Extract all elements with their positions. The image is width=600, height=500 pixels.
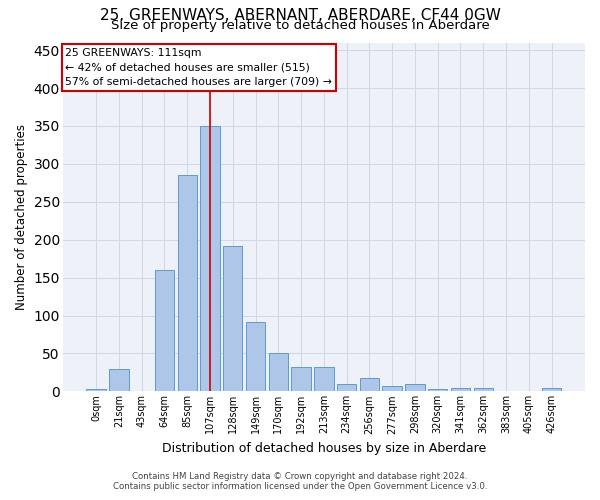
Text: 25, GREENWAYS, ABERNANT, ABERDARE, CF44 0GW: 25, GREENWAYS, ABERNANT, ABERDARE, CF44 … bbox=[100, 8, 500, 22]
Bar bbox=[473, 388, 493, 392]
Text: 25 GREENWAYS: 111sqm
← 42% of detached houses are smaller (515)
57% of semi-deta: 25 GREENWAYS: 111sqm ← 42% of detached h… bbox=[65, 48, 332, 88]
Bar bbox=[496, 390, 516, 392]
Bar bbox=[542, 388, 561, 392]
Bar bbox=[292, 367, 311, 392]
Bar bbox=[519, 390, 538, 392]
Text: Contains HM Land Registry data © Crown copyright and database right 2024.
Contai: Contains HM Land Registry data © Crown c… bbox=[113, 472, 487, 491]
Bar bbox=[314, 367, 334, 392]
Bar bbox=[451, 388, 470, 392]
Bar bbox=[200, 126, 220, 392]
Y-axis label: Number of detached properties: Number of detached properties bbox=[15, 124, 28, 310]
Bar bbox=[155, 270, 174, 392]
Bar bbox=[382, 386, 402, 392]
Bar bbox=[269, 354, 288, 392]
Bar bbox=[246, 322, 265, 392]
X-axis label: Distribution of detached houses by size in Aberdare: Distribution of detached houses by size … bbox=[162, 442, 486, 455]
Bar bbox=[360, 378, 379, 392]
Bar bbox=[86, 389, 106, 392]
Bar bbox=[223, 246, 242, 392]
Text: Size of property relative to detached houses in Aberdare: Size of property relative to detached ho… bbox=[110, 19, 490, 32]
Bar bbox=[428, 389, 448, 392]
Bar bbox=[337, 384, 356, 392]
Bar bbox=[109, 368, 128, 392]
Bar bbox=[178, 175, 197, 392]
Bar bbox=[405, 384, 425, 392]
